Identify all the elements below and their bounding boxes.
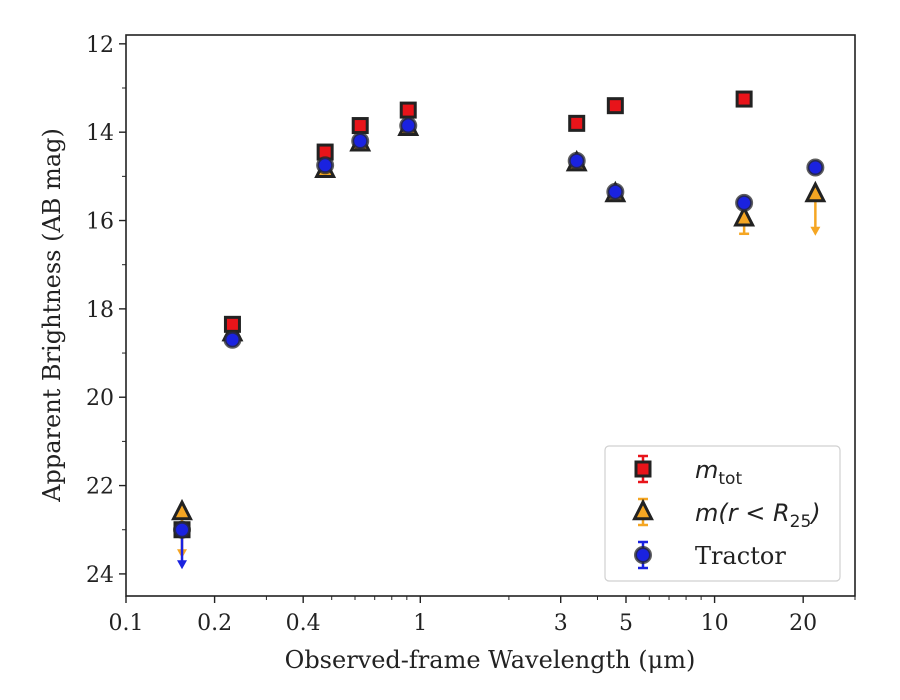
y-tick-label: 22 [86,475,114,500]
data-point [316,156,335,175]
legend-label-main: Tractor [695,542,786,570]
data-point [804,180,827,203]
x-tick-label: 1 [413,611,427,636]
data-point [735,193,754,212]
legend-label: Tractor [695,542,786,570]
legend-marker [634,460,652,478]
x-tick-label: 0.1 [109,611,144,636]
legend-marker [634,546,652,564]
legend-label-sub: 25 [790,512,812,532]
y-axis-label: Apparent Brightness (AB mag) [38,128,66,503]
data-point [733,205,756,227]
data-point [171,498,193,521]
data-point [223,330,242,349]
legend-marker [632,498,654,521]
y-tick-label: 18 [86,298,114,323]
y-tick-label: 16 [86,210,114,235]
y-tick-label: 12 [86,33,114,58]
data-point [567,151,586,170]
legend-label: mtot [695,456,742,489]
data-point [735,90,753,108]
data-point [223,315,241,333]
x-tick-label: 10 [701,611,729,636]
x-tick-label: 3 [554,611,568,636]
data-point [806,158,825,177]
data-point [173,520,192,539]
legend-label-sub: tot [718,469,742,489]
legend: mtot m(r < R25) Tractor [604,445,841,582]
plot-area [171,90,827,570]
x-tick-label: 20 [789,611,817,636]
legend-label-main: m(r < R [695,499,790,527]
legend-box [604,445,841,582]
axes: 0.1 0.2 0.4 1 3 5 10 20 12 14 16 18 20 22 24 [86,33,856,636]
y-tick-label: 14 [86,121,114,146]
data-point [606,97,624,115]
data-point [351,132,370,151]
x-tick-label: 5 [619,611,633,636]
data-point [399,116,418,135]
y-tick-label: 24 [86,563,114,588]
y-tick-label: 20 [86,386,114,411]
x-axis-label: Observed-frame Wavelength (μm) [285,646,696,674]
limit-arrow-head [810,226,821,236]
data-point [399,101,417,119]
legend-label-end: ) [809,499,820,527]
data-point [568,114,586,132]
x-tick-label: 0.2 [197,611,232,636]
legend-label-main: m [695,456,718,484]
legend-label: m(r < R25) [695,499,821,532]
x-tick-label: 0.4 [286,611,321,636]
series-markers-2 [173,116,825,539]
limit-arrow-head [177,560,188,570]
data-point [351,117,369,135]
plot-frame [125,34,856,597]
data-point [606,182,625,201]
